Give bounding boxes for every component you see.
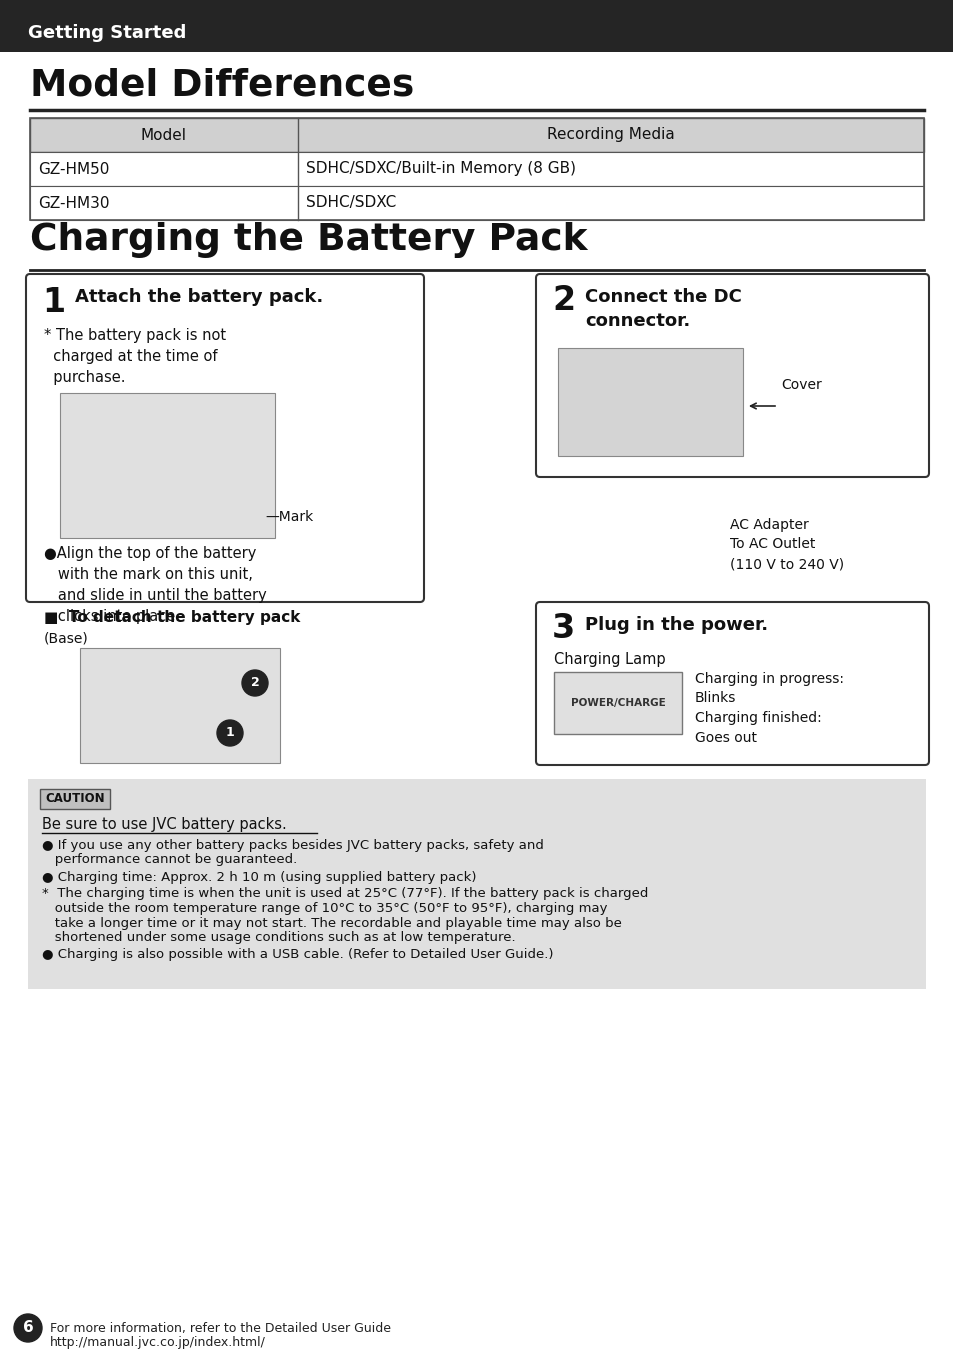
Bar (558, 347, 742, 456)
Text: ● If you use any other battery packs besides JVC battery packs, safety and: ● If you use any other battery packs bes… (42, 839, 543, 852)
Text: CAUTION: CAUTION (45, 792, 105, 806)
Bar (80, 649, 280, 763)
Text: —Mark: —Mark (265, 510, 313, 524)
FancyBboxPatch shape (536, 274, 928, 478)
Text: SDHC/SDXC: SDHC/SDXC (306, 195, 395, 210)
Text: Connect the DC
connector.: Connect the DC connector. (584, 288, 741, 330)
Text: Attach the battery pack.: Attach the battery pack. (75, 288, 323, 305)
Text: ● Charging time: Approx. 2 h 10 m (using supplied battery pack): ● Charging time: Approx. 2 h 10 m (using… (42, 870, 476, 883)
Text: (Base): (Base) (44, 632, 89, 646)
Text: 1: 1 (226, 726, 234, 740)
Text: take a longer time or it may not start. The recordable and playable time may als: take a longer time or it may not start. … (42, 916, 621, 930)
Text: Plug in the power.: Plug in the power. (584, 616, 767, 634)
Text: GZ-HM30: GZ-HM30 (38, 195, 110, 210)
Text: Model Differences: Model Differences (30, 68, 414, 104)
Text: *  The charging time is when the unit is used at 25°C (77°F). If the battery pac: * The charging time is when the unit is … (42, 887, 648, 901)
Text: shortened under some usage conditions such as at low temperature.: shortened under some usage conditions su… (42, 931, 515, 944)
Bar (0, 0, 953, 52)
Bar (40, 788, 110, 809)
Text: Charging in progress:
Blinks
Charging finished:
Goes out: Charging in progress: Blinks Charging fi… (695, 672, 843, 745)
Text: performance cannot be guaranteed.: performance cannot be guaranteed. (42, 854, 297, 867)
Bar (60, 394, 274, 537)
Text: 2: 2 (552, 284, 575, 318)
Circle shape (14, 1314, 42, 1342)
Text: ● Charging is also possible with a USB cable. (Refer to Detailed User Guide.): ● Charging is also possible with a USB c… (42, 949, 553, 961)
Text: 2: 2 (251, 677, 259, 689)
Bar (30, 118, 923, 220)
Bar (554, 672, 681, 734)
Text: 6: 6 (23, 1320, 33, 1335)
Text: Charging the Battery Pack: Charging the Battery Pack (30, 223, 587, 258)
Text: 3: 3 (552, 612, 575, 645)
FancyBboxPatch shape (536, 603, 928, 765)
Text: Getting Started: Getting Started (28, 24, 186, 42)
Text: http://manual.jvc.co.jp/index.html/: http://manual.jvc.co.jp/index.html/ (50, 1337, 266, 1349)
Bar (28, 779, 925, 989)
Text: outside the room temperature range of 10°C to 35°C (50°F to 95°F), charging may: outside the room temperature range of 10… (42, 902, 607, 915)
Bar (30, 152, 923, 186)
Text: Be sure to use JVC battery packs.: Be sure to use JVC battery packs. (42, 817, 287, 832)
Text: Cover: Cover (781, 379, 821, 392)
Text: Model: Model (141, 128, 187, 142)
Text: ■  To detach the battery pack: ■ To detach the battery pack (44, 611, 300, 626)
Bar (30, 186, 923, 220)
Text: Recording Media: Recording Media (547, 128, 674, 142)
Bar (30, 118, 923, 152)
Circle shape (216, 721, 243, 746)
Text: ●Align the top of the battery
   with the mark on this unit,
   and slide in unt: ●Align the top of the battery with the m… (44, 546, 267, 624)
Text: 1: 1 (42, 286, 65, 319)
Text: SDHC/SDXC/Built-in Memory (8 GB): SDHC/SDXC/Built-in Memory (8 GB) (306, 161, 576, 176)
Text: GZ-HM50: GZ-HM50 (38, 161, 110, 176)
Text: Charging Lamp: Charging Lamp (554, 651, 665, 668)
FancyBboxPatch shape (26, 274, 423, 603)
Text: POWER/CHARGE: POWER/CHARGE (570, 697, 664, 708)
Text: * The battery pack is not
  charged at the time of
  purchase.: * The battery pack is not charged at the… (44, 328, 226, 385)
Text: AC Adapter
To AC Outlet
(110 V to 240 V): AC Adapter To AC Outlet (110 V to 240 V) (729, 518, 843, 571)
Circle shape (242, 670, 268, 696)
Text: For more information, refer to the Detailed User Guide: For more information, refer to the Detai… (50, 1322, 391, 1335)
